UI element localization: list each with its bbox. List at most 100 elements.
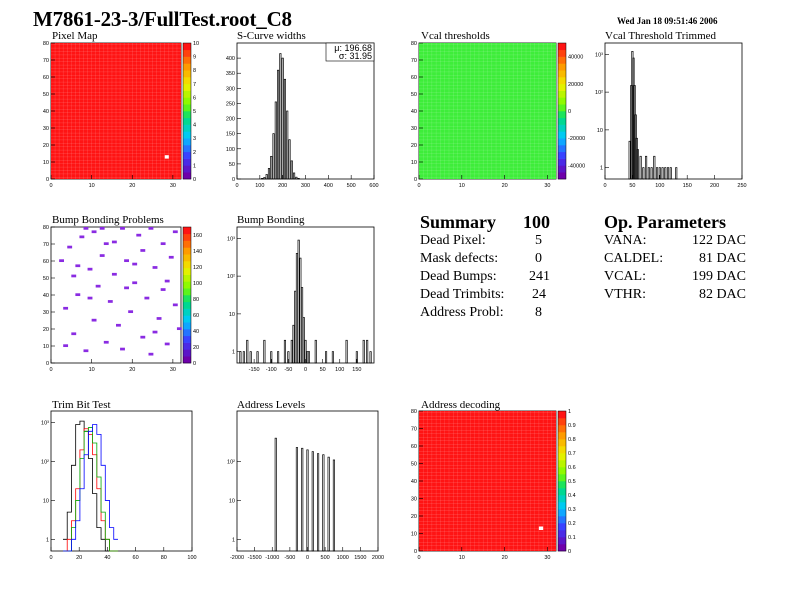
palette-frame xyxy=(182,226,192,364)
summary-row-value: 0 xyxy=(535,251,542,266)
palette-segment xyxy=(558,131,566,139)
outlier-pixel xyxy=(164,155,169,159)
plot-frame xyxy=(236,226,375,364)
palette-segment xyxy=(558,453,566,461)
x-tick-label: -1500 xyxy=(248,555,262,561)
y-tick-label: 10² xyxy=(227,274,235,280)
y-tick-label: 250 xyxy=(226,101,235,107)
y-tick-label: 30 xyxy=(411,497,417,503)
palette-segment xyxy=(558,83,566,91)
x-tick-label: 20 xyxy=(502,555,508,561)
palette-segment xyxy=(183,111,191,119)
histogram-bar xyxy=(263,177,266,180)
bump-defect-mark xyxy=(63,306,69,310)
palette-tick-label: 1 xyxy=(568,409,571,415)
bump-defect-mark xyxy=(164,342,170,346)
histogram-bar xyxy=(272,133,275,180)
op-parameters-panel: Op. Parameters VANA: 122 DAC CALDEL: 81 … xyxy=(604,212,754,304)
palette-segment xyxy=(183,83,191,91)
palette-segment xyxy=(183,274,191,282)
palette-tick-label: 0.1 xyxy=(568,535,576,541)
y-tick-label: 50 xyxy=(43,92,49,98)
palette-segment xyxy=(183,172,191,180)
y-tick-label: 70 xyxy=(43,58,49,64)
palette-tick-label: 3 xyxy=(193,136,196,142)
x-tick-label: 0 xyxy=(603,183,606,189)
y-tick-label: 1 xyxy=(600,166,603,172)
x-tick-label: 30 xyxy=(170,183,176,189)
x-tick-label: 0 xyxy=(235,183,238,189)
palette-segment xyxy=(183,267,191,275)
pixel-grid xyxy=(419,411,556,551)
palette-segment xyxy=(183,77,191,85)
summary-row-label: Address Probl: xyxy=(420,305,504,320)
op-parameter-label: VANA: xyxy=(604,233,647,248)
x-tick-label: 0 xyxy=(49,183,52,189)
histogram-bar xyxy=(277,69,280,180)
y-tick-label: 10 xyxy=(411,532,417,538)
bump-defect-mark xyxy=(156,317,162,320)
histogram-bar xyxy=(661,167,664,180)
date-stamp: Wed Jan 18 09:51:46 2006 xyxy=(617,16,718,26)
palette-segment xyxy=(558,138,566,146)
palette-tick-label: 5 xyxy=(193,109,196,115)
op-parameter-label: VTHR: xyxy=(604,287,646,302)
palette-segment xyxy=(183,227,191,235)
palette-segment xyxy=(558,474,566,482)
histogram-bar xyxy=(311,451,314,552)
x-tick-label: 300 xyxy=(301,183,310,189)
palette-tick-label: 0.3 xyxy=(568,507,576,513)
palette-segment xyxy=(558,111,566,119)
y-tick-label: 30 xyxy=(43,310,49,316)
palette-segment xyxy=(183,288,191,296)
histogram-bar xyxy=(293,172,296,180)
x-tick-label: 100 xyxy=(655,183,664,189)
summary-row-value: 5 xyxy=(535,233,542,248)
x-tick-label: -2000 xyxy=(230,555,244,561)
address-levels-title: Address Levels xyxy=(237,399,306,411)
palette-frame xyxy=(182,42,192,180)
x-tick-label: 50 xyxy=(320,367,326,373)
palette-segment xyxy=(183,124,191,132)
palette-tick-label: 0.6 xyxy=(568,465,576,471)
palette-tick-label: 1 xyxy=(193,163,196,169)
bump-defect-mark xyxy=(160,242,166,246)
histogram-bar xyxy=(297,178,300,180)
histogram-bar xyxy=(355,351,358,364)
palette-segment xyxy=(183,315,191,323)
y-tick-label: 10³ xyxy=(595,52,603,58)
plot-frame xyxy=(236,410,379,552)
pixel-grid xyxy=(419,43,556,179)
x-tick-label: 10 xyxy=(459,555,465,561)
palette-segment xyxy=(183,295,191,303)
palette-tick-label: 0.5 xyxy=(568,479,576,485)
bump-defect-mark xyxy=(91,230,97,234)
histogram-bar xyxy=(295,176,298,180)
histogram-bar xyxy=(322,454,325,552)
palette-segment xyxy=(558,104,566,112)
palette-segment xyxy=(183,49,191,57)
histogram-bar xyxy=(274,437,277,552)
plot-frame xyxy=(50,226,182,364)
x-tick-label: 0 xyxy=(304,367,307,373)
y-tick-label: 0 xyxy=(232,177,235,183)
y-tick-label: 50 xyxy=(411,462,417,468)
palette-segment xyxy=(183,151,191,159)
palette-segment xyxy=(558,151,566,159)
palette-segment xyxy=(183,117,191,125)
histogram-bar xyxy=(675,167,678,180)
x-tick-label: 0 xyxy=(306,555,309,561)
histogram-bar xyxy=(345,339,348,364)
address-decoding-title: Address decoding xyxy=(421,399,501,411)
palette-segment xyxy=(183,301,191,309)
x-tick-label: 600 xyxy=(369,183,378,189)
y-tick-label: 10 xyxy=(411,160,417,166)
x-tick-label: 0 xyxy=(417,183,420,189)
histogram-bar xyxy=(265,174,268,180)
summary-row-value: 241 xyxy=(529,269,550,284)
x-tick-label: 80 xyxy=(161,555,167,561)
summary-title: Summary xyxy=(420,212,496,232)
palette-segment xyxy=(558,145,566,153)
plot-frame xyxy=(236,42,375,180)
x-tick-label: -150 xyxy=(249,367,260,373)
